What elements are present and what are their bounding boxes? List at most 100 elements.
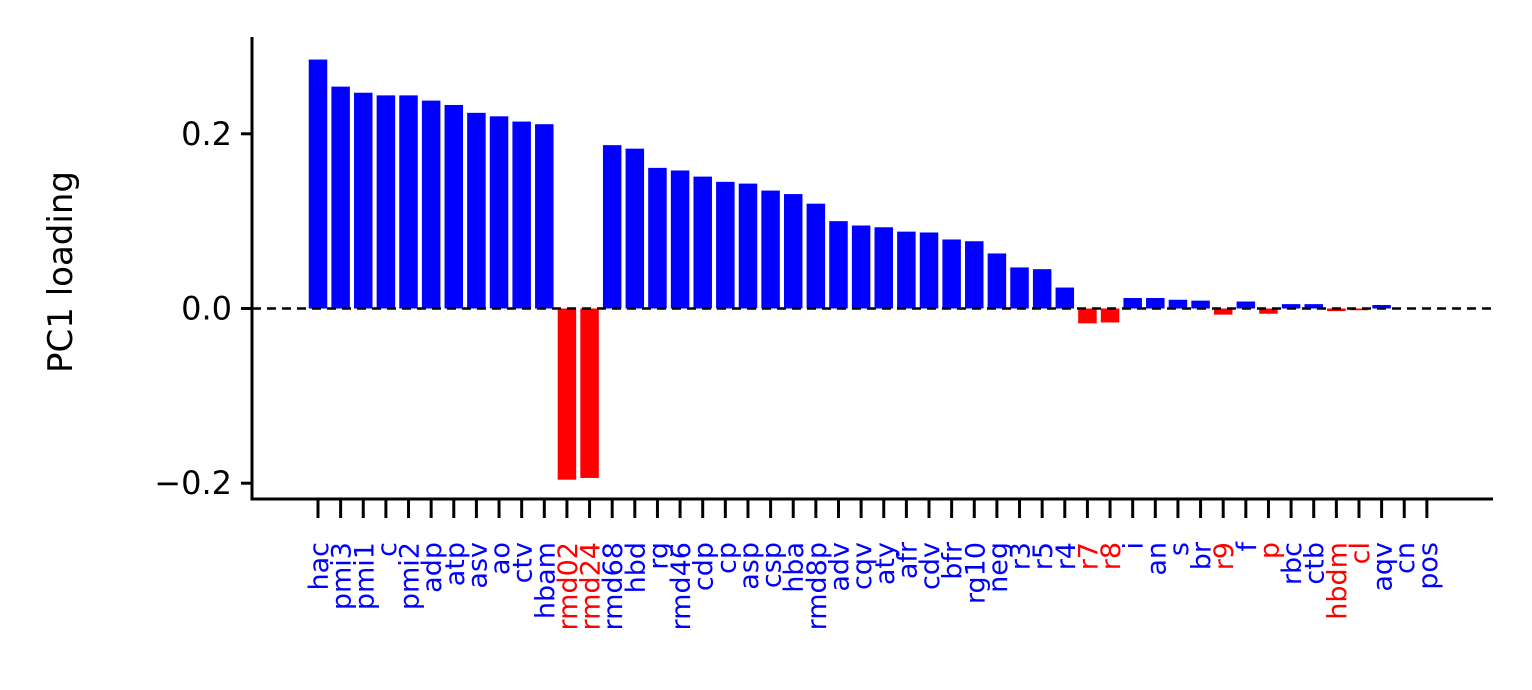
bar-aty (874, 227, 893, 309)
x-tick-label-rmd68: rmd68 (598, 542, 629, 630)
x-tick-label-an: an (1141, 542, 1172, 576)
bars-group (308, 59, 1391, 480)
x-tick-label-c: c (372, 542, 403, 557)
x-tick-label-cdp: cdp (689, 542, 720, 591)
y-axis-label: PC1 loading (41, 171, 81, 373)
bar-aqv (1372, 305, 1391, 309)
x-tick-label-rmd24: rmd24 (576, 542, 607, 630)
x-tick-label-r4: r4 (1051, 542, 1082, 570)
x-tick-label-cdv: cdv (915, 542, 946, 590)
x-tick-label-r7: r7 (1073, 542, 1104, 570)
bar-s (1168, 299, 1188, 309)
y-tick-label: 0.0 (181, 290, 232, 328)
x-tick-label-hbd: hbd (621, 542, 652, 593)
x-tick-label-i: i (1119, 542, 1150, 550)
x-tick-label-s: s (1164, 542, 1195, 556)
bar-csp (761, 190, 780, 309)
x-tick-label-aqv: aqv (1368, 542, 1399, 592)
x-tick-label-hbam: hbam (530, 542, 561, 619)
bar-cqv (851, 225, 871, 309)
x-tick-label-pmi3: pmi3 (327, 542, 358, 610)
bar-asp (738, 183, 758, 309)
x-tick-label-pos: pos (1413, 542, 1444, 590)
x-tick-label-rmd8p: rmd8p (802, 542, 833, 630)
bar-hac (308, 59, 328, 309)
y-tick-label: 0.2 (181, 115, 232, 153)
bar-rmd24 (580, 308, 599, 478)
bar-ctb (1304, 304, 1323, 309)
x-tick-label-cp: cp (711, 542, 742, 574)
bar-rbc (1281, 304, 1301, 309)
bar-rmd8p (806, 203, 826, 309)
x-tick-label-r8: r8 (1096, 542, 1127, 570)
bar-atp (444, 104, 464, 309)
x-tick-label-ctb: ctb (1300, 542, 1331, 585)
y-ticks-group: −0.2 0.0 0.2 (154, 115, 252, 502)
bar-r3 (1010, 267, 1029, 309)
x-tick-label-r5: r5 (1028, 542, 1059, 570)
bar-an (1146, 298, 1165, 309)
x-tick-label-ao: ao (485, 542, 516, 575)
x-tick-label-r9: r9 (1209, 542, 1240, 570)
x-tick-label-neg: neg (983, 542, 1014, 593)
bar-br (1191, 300, 1210, 309)
bar-rmd46 (670, 170, 690, 309)
x-tick-label-f: f (1232, 541, 1263, 552)
bar-rg10 (965, 241, 984, 309)
x-tick-label-afr: afr (892, 541, 923, 579)
x-tick-label-atp: atp (440, 542, 471, 586)
bar-ao (489, 116, 509, 309)
bar-f (1236, 301, 1256, 309)
bar-rmd68 (602, 145, 622, 309)
bar-adv (829, 221, 848, 309)
bar-hba (783, 194, 803, 309)
bar-bfr (942, 239, 961, 309)
x-tick-label-hba: hba (779, 542, 810, 593)
x-tick-label-asv: asv (462, 542, 493, 589)
bar-r7 (1078, 308, 1097, 324)
bar-rmd02 (557, 308, 577, 480)
x-tick-label-pmi2: pmi2 (395, 542, 426, 610)
bar-cdp (693, 176, 712, 309)
bar-hbd (625, 148, 645, 309)
bar-r9 (1213, 308, 1233, 315)
bar-c (376, 95, 396, 309)
bar-neg (987, 253, 1007, 309)
x-tick-label-rbc: rbc (1277, 542, 1308, 585)
bar-adp (421, 100, 441, 309)
bar-r5 (1032, 269, 1052, 309)
x-tick-label-rmd46: rmd46 (666, 542, 697, 630)
x-tick-label-adp: adp (417, 542, 448, 593)
bar-ctv (512, 121, 531, 309)
x-tick-label-r3: r3 (1006, 542, 1037, 570)
bar-p (1259, 308, 1278, 314)
bar-hbdm (1327, 308, 1346, 312)
x-tick-label-pmi1: pmi1 (349, 542, 380, 610)
x-tick-label-p: p (1254, 542, 1285, 559)
x-tick-label-cqv: cqv (847, 542, 878, 590)
x-tick-label-rg: rg (643, 542, 674, 570)
x-tick-label-rmd02: rmd02 (553, 542, 584, 630)
x-tick-label-adv: adv (824, 542, 855, 592)
x-tick-label-ctv: ctv (508, 542, 539, 583)
bar-cl (1349, 308, 1369, 311)
bar-rg (648, 167, 667, 309)
bar-pmi1 (354, 92, 373, 309)
bar-r8 (1100, 308, 1120, 323)
bar-cp (716, 181, 735, 309)
x-tick-label-csp: csp (757, 542, 788, 588)
x-tick-label-asp: asp (734, 542, 765, 590)
x-ticks-group: hacpmi3pmi1cpmi2adpatpasvaoctvhbamrmd02r… (304, 499, 1444, 630)
x-tick-label-cn: cn (1390, 542, 1421, 574)
x-tick-label-bfr: bfr (938, 541, 969, 580)
y-tick-label: −0.2 (154, 464, 232, 502)
bar-i (1123, 298, 1142, 309)
bar-asv (467, 112, 486, 309)
bar-afr (897, 231, 916, 309)
x-tick-label-hbdm: hbdm (1322, 542, 1353, 620)
bar-pmi2 (399, 95, 418, 309)
bar-pmi3 (331, 86, 350, 309)
bar-r4 (1055, 287, 1075, 309)
x-tick-label-cl: cl (1345, 542, 1376, 564)
